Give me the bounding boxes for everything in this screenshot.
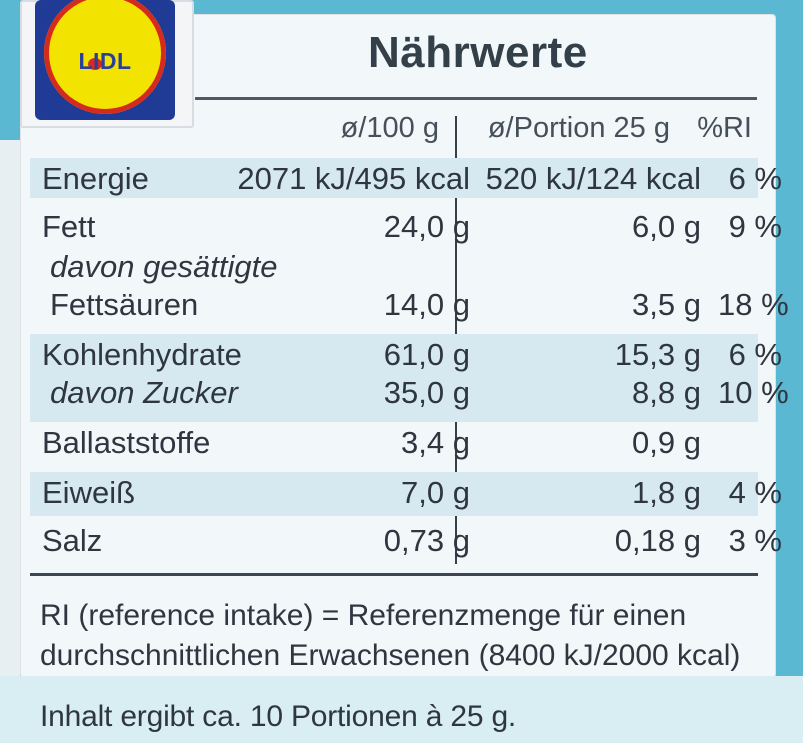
row-label: Fett bbox=[42, 209, 96, 244]
row-ri: 9 % bbox=[728, 209, 782, 244]
row-perportion: 0,18 g bbox=[614, 523, 701, 558]
table-row-eiweiss: Eiweiß 7,0 g 1,8 g 4 % bbox=[30, 472, 782, 516]
row-ri: 18 % bbox=[718, 287, 789, 322]
row-label: Energie bbox=[42, 161, 149, 196]
row-ri: 6 % bbox=[728, 337, 782, 372]
logo-text: LIDL bbox=[78, 48, 132, 74]
lidl-logo: LIDL bbox=[35, 0, 175, 120]
table-row-ballaststoffe: Ballaststoffe 3,4 g 0,9 g bbox=[30, 422, 758, 470]
table-bottom-divider bbox=[30, 573, 758, 576]
row-per100: 24,0 g bbox=[383, 209, 470, 244]
table-row-fett: Fett 24,0 g 6,0 g 9 % bbox=[30, 200, 782, 244]
row-per100: 0,73 g bbox=[383, 523, 470, 558]
row-ri: 4 % bbox=[728, 475, 782, 510]
row-per100: 7,0 g bbox=[401, 475, 470, 510]
row-label: Kohlenhydrate bbox=[42, 337, 242, 372]
row-ri: 6 % bbox=[728, 161, 782, 196]
row-label: davon gesättigte bbox=[50, 249, 278, 284]
ri-explanation-line-2: durchschnittlichen Erwachsenen (8400 kJ/… bbox=[40, 639, 741, 672]
row-perportion: 0,9 g bbox=[632, 425, 701, 460]
column-header-ri: %RI bbox=[697, 112, 752, 144]
table-row-salz: Salz 0,73 g 0,18 g 3 % bbox=[30, 520, 782, 568]
table-row-fettsaeuren: Fettsäuren 14,0 g 3,5 g 18 % bbox=[30, 286, 789, 326]
row-label: Salz bbox=[42, 523, 103, 558]
table-row-energie: Energie 2071 kJ/495 kcal 520 kJ/124 kcal… bbox=[30, 158, 782, 198]
row-perportion-sub: 8,8 g bbox=[632, 375, 701, 410]
background-left-stripe bbox=[0, 140, 20, 676]
row-ri-sub: 10 % bbox=[718, 375, 789, 410]
row-per100: 2071 kJ/495 kcal bbox=[237, 161, 470, 196]
row-perportion: 3,5 g bbox=[632, 287, 701, 322]
row-label-sub: davon Zucker bbox=[50, 375, 238, 410]
title-divider bbox=[195, 97, 757, 100]
row-label: Ballaststoffe bbox=[42, 425, 211, 460]
row-per100-sub: 35,0 g bbox=[383, 375, 470, 410]
portion-info: Inhalt ergibt ca. 10 Portionen à 25 g. bbox=[40, 700, 517, 733]
column-header-perportion: ø/Portion 25 g bbox=[487, 112, 670, 144]
table-row-davon-gesaettigte: davon gesättigte bbox=[30, 246, 758, 286]
ri-explanation-line-1: RI (reference intake) = Referenzmenge fü… bbox=[40, 599, 687, 632]
logo-circle bbox=[44, 0, 166, 114]
row-perportion: 15,3 g bbox=[614, 337, 701, 372]
row-perportion: 520 kJ/124 kcal bbox=[485, 161, 701, 196]
row-perportion: 1,8 g bbox=[632, 475, 701, 510]
logo-dot-icon bbox=[88, 58, 102, 70]
footer-panel bbox=[0, 676, 803, 743]
row-ri: 3 % bbox=[728, 523, 782, 558]
ri-explanation: RI (reference intake) = Referenzmenge fü… bbox=[40, 596, 760, 676]
nutrition-title: Nährwerte bbox=[368, 28, 588, 77]
row-label: Eiweiß bbox=[42, 475, 136, 510]
row-per100: 61,0 g bbox=[383, 337, 470, 372]
row-per100: 3,4 g bbox=[401, 425, 470, 460]
column-header-per100: ø/100 g bbox=[340, 112, 439, 144]
table-row-kohlenhydrate: Kohlenhydrate 61,0 g 15,3 g 6 % davon Zu… bbox=[30, 334, 789, 422]
row-label: Fettsäuren bbox=[50, 287, 199, 322]
row-per100: 14,0 g bbox=[383, 287, 470, 322]
row-perportion: 6,0 g bbox=[632, 209, 701, 244]
